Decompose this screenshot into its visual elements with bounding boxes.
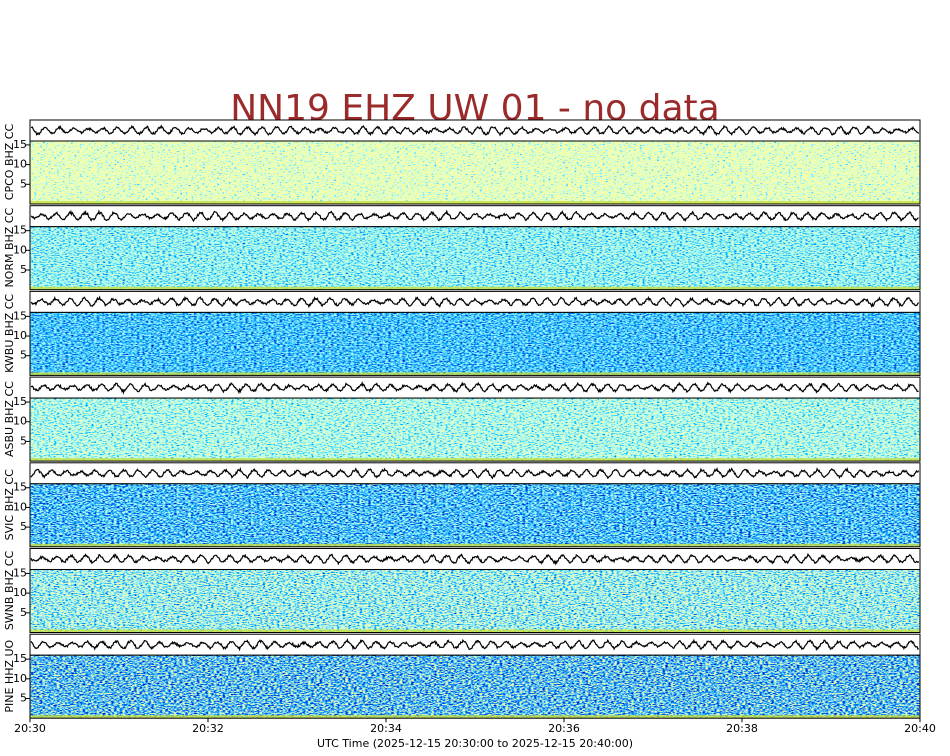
spectrogram-baseline <box>30 629 920 633</box>
y-tick-label: 15 <box>13 481 27 494</box>
spectrogram <box>30 141 920 204</box>
station-label: NORM BHZ CC <box>3 208 16 288</box>
spectrogram-frame <box>29 311 921 376</box>
y-tick-label: 10 <box>13 329 27 342</box>
x-tick-label: 20:40 <box>904 722 936 735</box>
x-tick-label: 20:32 <box>192 722 224 735</box>
station-label: SVIC BHZ CC <box>3 469 16 540</box>
station-label: CPCO BHZ CC <box>3 124 16 201</box>
waveform-frame <box>29 205 921 228</box>
waveform-frame <box>29 290 921 313</box>
x-axis-label: UTC Time (2025-12-15 20:30:00 to 2025-12… <box>317 737 633 750</box>
waveform-frame <box>29 548 921 570</box>
x-tick-label: 20:34 <box>370 722 402 735</box>
spectrogram-baseline <box>30 201 920 204</box>
y-tick-label: 5 <box>20 349 27 362</box>
spectrogram <box>30 569 920 633</box>
y-tick-label: 15 <box>13 224 27 237</box>
waveform <box>30 380 919 395</box>
spectrogram-baseline <box>30 458 920 462</box>
y-tick-label: 5 <box>20 520 27 533</box>
spectrogram-baseline <box>30 372 920 376</box>
y-tick-label: 5 <box>20 263 27 276</box>
spectrogram-frame <box>29 569 921 633</box>
y-tick-label: 15 <box>13 395 27 408</box>
y-tick-label: 10 <box>13 500 27 513</box>
station-label: SWNB BHZ CC <box>3 551 16 631</box>
spectrogram <box>30 226 920 290</box>
y-tick-label: 15 <box>13 566 27 579</box>
spectrogram <box>30 655 920 719</box>
spectrogram <box>30 483 920 547</box>
y-tick-label: 10 <box>13 415 27 428</box>
spectrogram-frame <box>29 397 921 462</box>
waveform <box>30 552 920 566</box>
y-tick-label: 10 <box>13 243 27 256</box>
waveform <box>30 466 920 480</box>
x-tick-label: 20:30 <box>14 722 46 735</box>
spectrogram <box>30 398 920 462</box>
waveform <box>30 295 920 309</box>
waveform <box>30 638 920 652</box>
spectrogram-baseline <box>30 543 920 547</box>
y-tick-label: 5 <box>20 177 27 190</box>
waveform <box>30 209 919 223</box>
y-tick-label: 10 <box>13 586 27 599</box>
spectrogram-frame <box>29 483 921 548</box>
y-tick-label: 10 <box>13 672 27 685</box>
spectrogram-frame <box>29 654 921 719</box>
y-tick-label: 10 <box>13 158 27 171</box>
spectrogram-baseline <box>30 286 920 290</box>
station-label: KWBU BHZ CC <box>3 294 16 373</box>
station-label: ASBU BHZ CC <box>3 381 16 457</box>
spectrogram <box>30 312 920 376</box>
y-tick-label: 5 <box>20 434 27 447</box>
y-tick-label: 5 <box>20 606 27 619</box>
waveform <box>30 124 920 137</box>
spectrogram-frame <box>29 140 921 205</box>
x-tick-label: 20:38 <box>726 722 758 735</box>
y-tick-label: 15 <box>13 138 27 151</box>
y-tick-label: 5 <box>20 692 27 705</box>
x-tick-label: 20:36 <box>548 722 580 735</box>
station-label: PINE HHZ UO <box>3 639 16 712</box>
spectrogram-frame <box>29 226 921 291</box>
y-tick-label: 15 <box>13 652 27 665</box>
spectrogram-baseline <box>30 715 920 719</box>
y-tick-label: 15 <box>13 309 27 322</box>
